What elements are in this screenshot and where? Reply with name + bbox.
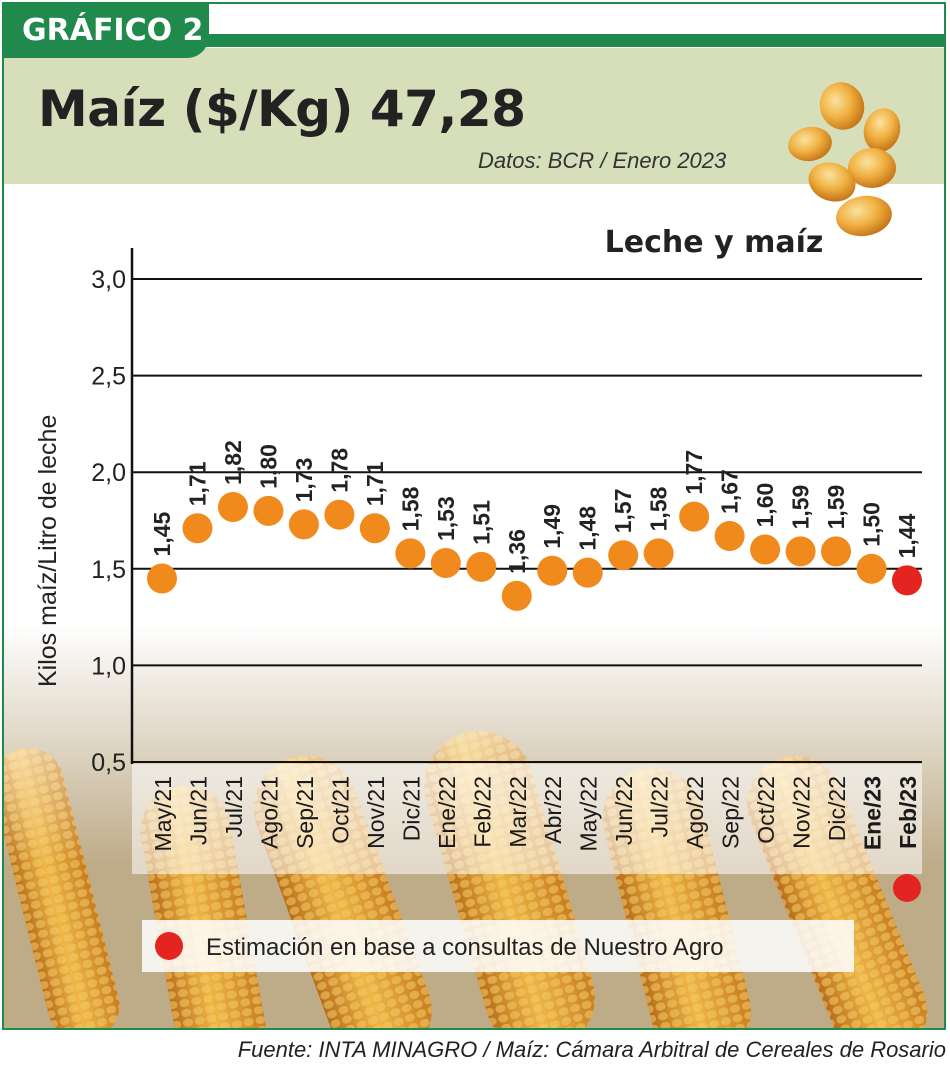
y-tick-label: 1,5	[91, 556, 126, 584]
data-point	[714, 520, 745, 551]
data-point	[608, 540, 639, 571]
y-tick-label: 2,0	[91, 459, 126, 487]
corn-kernels-icon	[788, 82, 901, 237]
value-label: 1,36	[504, 529, 530, 574]
value-label: 1,82	[220, 440, 246, 485]
data-point	[182, 513, 213, 544]
x-tick-label: May/22	[576, 776, 602, 851]
x-tick-label: Dic/21	[398, 776, 424, 841]
y-tick-label: 0,5	[91, 749, 126, 777]
data-point	[430, 548, 461, 579]
x-tick-label: Abr/22	[540, 776, 566, 844]
y-axis-label: Kilos maíz/Litro de leche	[34, 415, 62, 687]
value-label: 1,71	[362, 461, 388, 506]
data-point	[785, 536, 816, 567]
value-label: 1,57	[610, 489, 636, 534]
infographic-frame: Maíz ($/Kg) 47,28 Datos: BCR / Enero 202…	[2, 2, 946, 1030]
value-label: 1,48	[575, 506, 601, 551]
value-label: 1,50	[859, 502, 885, 547]
value-label: 1,78	[326, 448, 352, 493]
value-label: 1,45	[149, 511, 175, 556]
data-point	[253, 495, 284, 526]
value-label: 1,58	[397, 486, 423, 531]
value-labels: 1,45 1,71 1,82 1,80 1,73 1,78 1,71 1,58 1,53 1,51…	[149, 440, 920, 574]
chart-area: 0,5 1,0 1,5 2,0 2,5 3,0 Kilos maíz/Litro de l…	[4, 225, 944, 1028]
value-label: 1,51	[468, 500, 494, 545]
data-point	[643, 538, 674, 569]
x-tick-label: Oct/21	[327, 776, 353, 844]
y-tick-labels: 0,5 1,0 1,5 2,0 2,5 3,0	[91, 266, 126, 777]
chart-title: Maíz ($/Kg) 47,28	[38, 80, 526, 138]
chart-subtitle: Leche y maíz	[605, 225, 824, 260]
x-tick-label: Jun/22	[611, 776, 637, 845]
x-tick-label: Mar/22	[505, 776, 531, 848]
x-tick-label: Dic/22	[824, 776, 850, 841]
value-label: 1,67	[717, 469, 743, 514]
data-source: Datos: BCR / Enero 2023	[478, 148, 727, 173]
value-label: 1,53	[433, 496, 459, 541]
value-label: 1,44	[894, 513, 920, 558]
x-tick-label: Jul/21	[221, 776, 247, 837]
value-label: 1,73	[291, 458, 317, 503]
y-tick-label: 3,0	[91, 266, 126, 294]
x-tick-label: Feb/23	[895, 776, 921, 849]
x-tick-labels: May/21 Jun/21 Jul/21 Ago/21 Sep/21 Oct/21 Nov/…	[150, 776, 921, 902]
graphic-tab: GRÁFICO 2	[4, 4, 209, 58]
data-point	[537, 555, 568, 586]
data-point-estimate	[892, 565, 922, 596]
x-tick-label: Jul/22	[647, 776, 673, 837]
legend-text: Estimación en base a consultas de Nuestr…	[206, 934, 724, 961]
data-point	[501, 580, 532, 611]
value-label: 1,49	[539, 504, 565, 549]
value-label: 1,60	[752, 483, 778, 528]
x-tick-label: Nov/22	[789, 776, 815, 849]
estimate-marker-under-label	[893, 874, 921, 902]
value-label: 1,71	[184, 461, 210, 506]
y-tick-label: 1,0	[91, 652, 126, 680]
data-point	[359, 513, 390, 544]
data-point	[217, 491, 248, 522]
data-point	[679, 501, 710, 532]
x-tick-label: Nov/21	[363, 776, 389, 849]
value-label: 1,59	[788, 485, 814, 530]
data-point	[466, 551, 497, 582]
x-tick-label: Jun/21	[185, 776, 211, 845]
header-band: Maíz ($/Kg) 47,28 Datos: BCR / Enero 202…	[4, 48, 944, 237]
footer-source: Fuente: INTA MINAGRO / Maíz: Cámara Arbi…	[237, 1037, 946, 1062]
value-label: 1,80	[255, 444, 281, 489]
data-point	[288, 509, 319, 540]
data-point	[750, 534, 781, 565]
x-tick-label: May/21	[150, 776, 176, 851]
value-label: 1,59	[823, 485, 849, 530]
x-tick-label: Oct/22	[753, 776, 779, 844]
data-point	[395, 538, 426, 569]
data-point	[821, 536, 852, 567]
data-point	[572, 557, 603, 588]
y-gridlines	[132, 278, 922, 763]
value-label: 1,58	[646, 486, 672, 531]
y-tick-label: 2,5	[91, 363, 126, 391]
data-point	[856, 553, 887, 584]
legend-estimate-marker	[155, 932, 183, 960]
header-rule	[204, 34, 944, 47]
legend: Estimación en base a consultas de Nuestr…	[142, 920, 854, 972]
x-tick-label: Ene/22	[434, 776, 460, 849]
x-tick-label: Sep/21	[292, 776, 318, 849]
data-points	[147, 491, 922, 611]
value-label: 1,77	[681, 450, 707, 495]
x-tick-label: Sep/22	[718, 776, 744, 849]
data-point	[147, 563, 177, 594]
x-tick-label: Feb/22	[469, 776, 495, 848]
x-tick-label: Ago/21	[256, 776, 282, 849]
data-point	[324, 499, 355, 530]
x-tick-label: Ene/23	[860, 776, 886, 850]
x-tick-label: Ago/22	[682, 776, 708, 849]
